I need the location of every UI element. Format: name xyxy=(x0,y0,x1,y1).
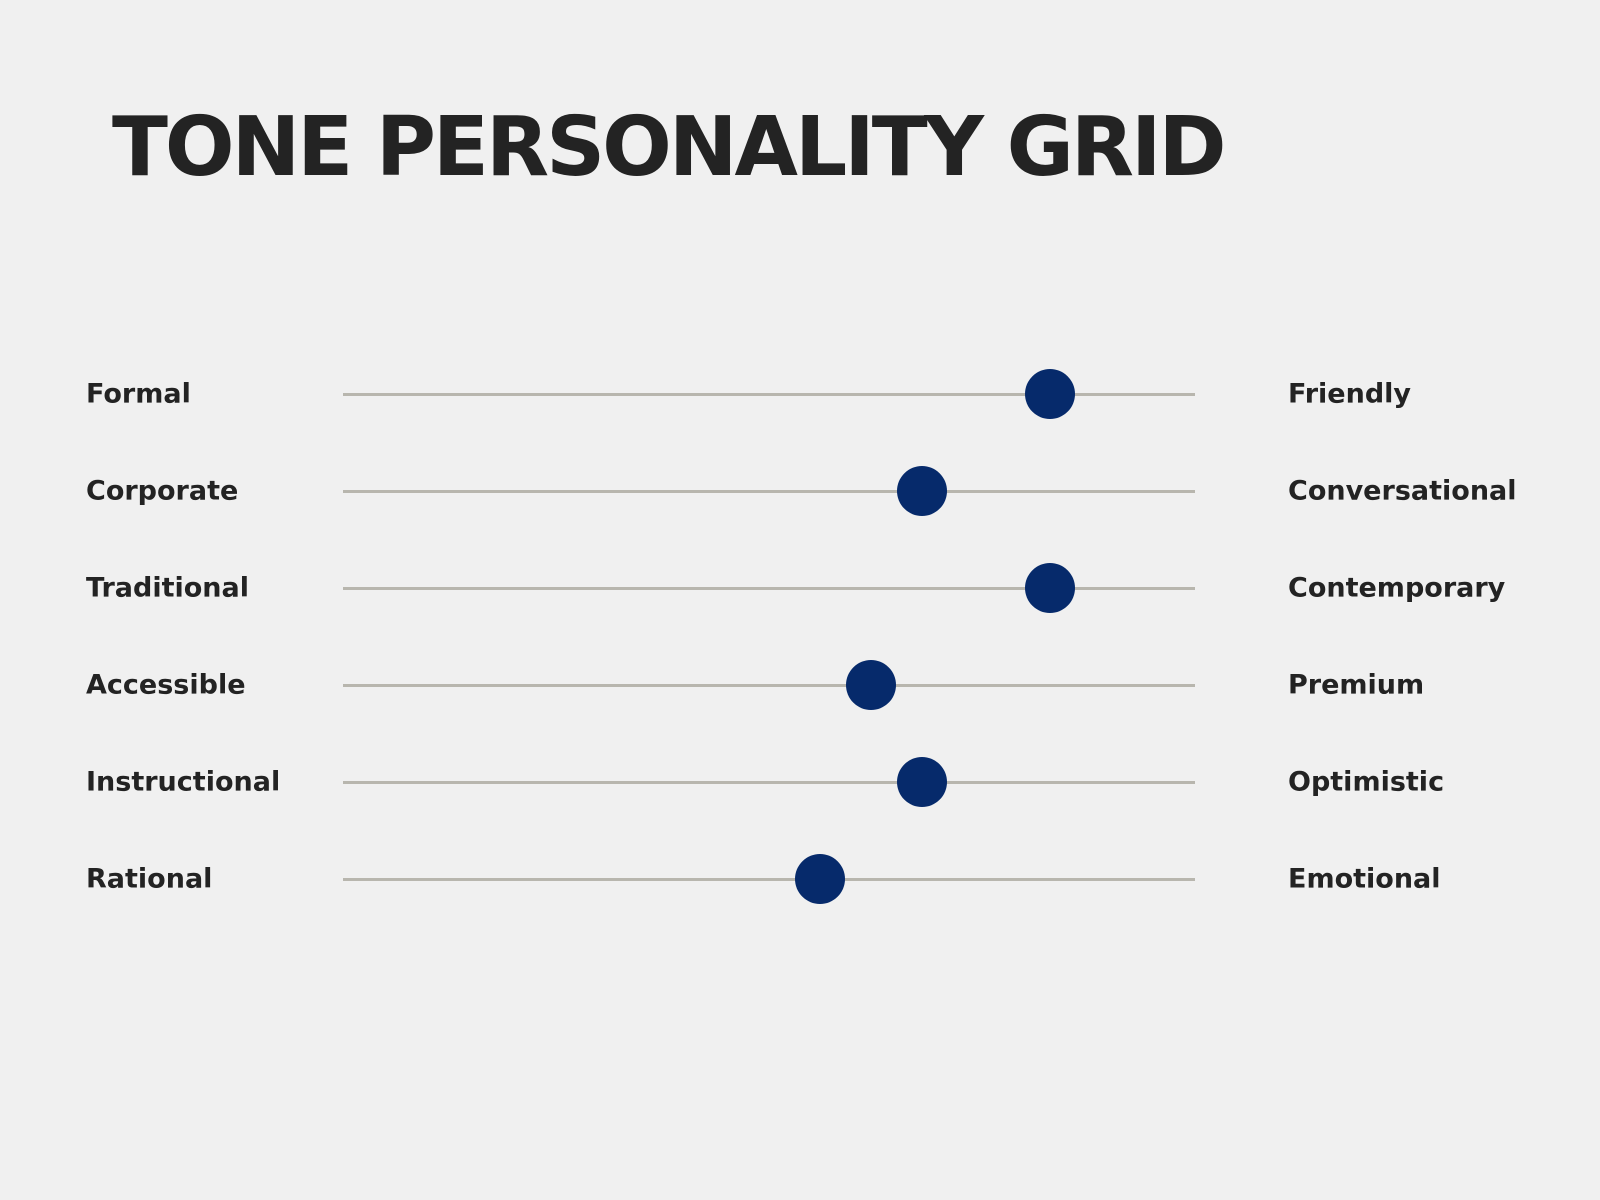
tone-row: Formal Friendly xyxy=(0,364,1600,424)
tone-row: Traditional Contemporary xyxy=(0,558,1600,618)
slider-dot xyxy=(897,757,948,807)
slider-track xyxy=(343,489,1195,493)
left-label: Instructional xyxy=(86,766,281,798)
right-label: Premium xyxy=(1288,669,1425,701)
slider-dot xyxy=(846,660,897,710)
slider-track xyxy=(343,877,1195,881)
right-label: Emotional xyxy=(1288,863,1441,895)
slider-dot xyxy=(1025,563,1076,613)
tone-row: Rational Emotional xyxy=(0,849,1600,909)
right-label: Conversational xyxy=(1288,475,1517,507)
slider-dot xyxy=(897,466,948,516)
left-label: Accessible xyxy=(86,669,246,701)
left-label: Rational xyxy=(86,863,213,895)
slider-dot xyxy=(795,854,846,904)
right-label: Optimistic xyxy=(1288,766,1445,798)
slider-track xyxy=(343,780,1195,784)
chart-title: TONE PERSONALITY GRID xyxy=(112,100,1227,195)
tone-row: Accessible Premium xyxy=(0,655,1600,715)
tone-row: Instructional Optimistic xyxy=(0,752,1600,812)
right-label: Contemporary xyxy=(1288,572,1506,604)
left-label: Corporate xyxy=(86,475,239,507)
slider-track xyxy=(343,392,1195,396)
left-label: Formal xyxy=(86,378,191,410)
slider-dot xyxy=(1025,369,1076,419)
left-label: Traditional xyxy=(86,572,249,604)
tone-row: Corporate Conversational xyxy=(0,461,1600,521)
slider-track xyxy=(343,586,1195,590)
right-label: Friendly xyxy=(1288,378,1412,410)
slider-track xyxy=(343,683,1195,687)
